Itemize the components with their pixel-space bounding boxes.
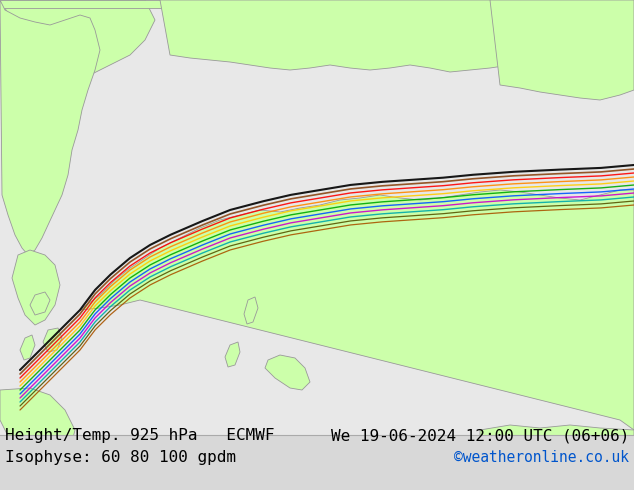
Text: Height/Temp. 925 hPa   ECMWF: Height/Temp. 925 hPa ECMWF — [5, 428, 275, 443]
Bar — [0, 435, 634, 490]
Polygon shape — [12, 250, 60, 325]
Polygon shape — [480, 425, 634, 490]
Polygon shape — [20, 335, 35, 360]
Polygon shape — [0, 388, 75, 470]
Polygon shape — [0, 0, 100, 255]
Polygon shape — [0, 0, 634, 8]
Polygon shape — [0, 0, 155, 80]
Text: ©weatheronline.co.uk: ©weatheronline.co.uk — [454, 450, 629, 465]
Polygon shape — [225, 342, 240, 367]
Text: We 19-06-2024 12:00 UTC (06+06): We 19-06-2024 12:00 UTC (06+06) — [330, 428, 629, 443]
Polygon shape — [160, 0, 634, 72]
Polygon shape — [265, 355, 310, 390]
Text: Isophyse: 60 80 100 gpdm: Isophyse: 60 80 100 gpdm — [5, 450, 236, 465]
Polygon shape — [43, 328, 62, 352]
Polygon shape — [30, 292, 50, 315]
Polygon shape — [490, 0, 634, 100]
Polygon shape — [244, 297, 258, 324]
Polygon shape — [80, 190, 634, 430]
